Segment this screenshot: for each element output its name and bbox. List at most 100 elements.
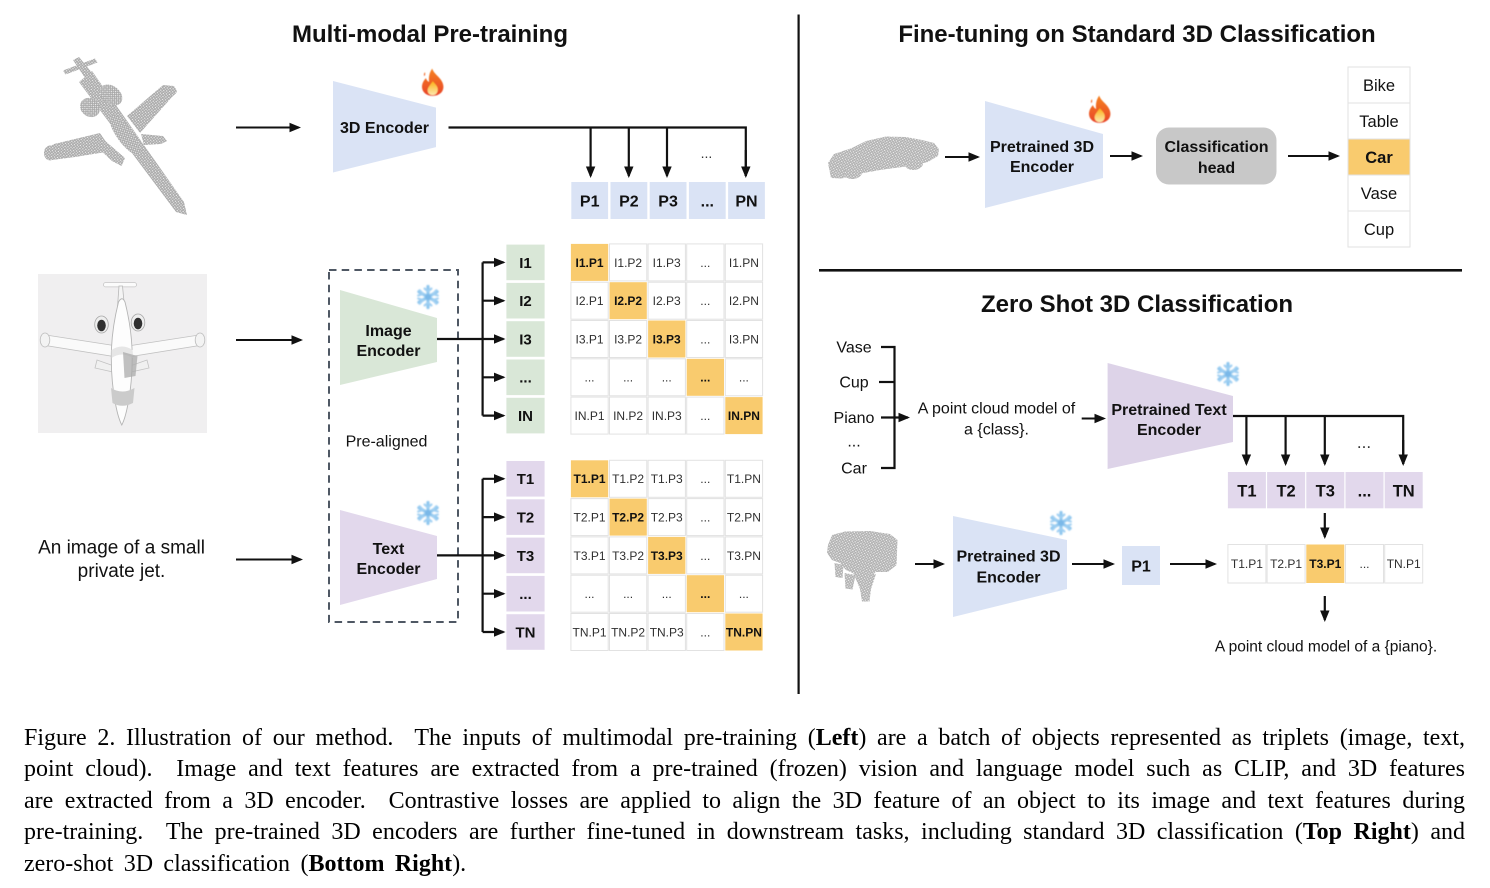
svg-text:T3.P1: T3.P1 — [1309, 557, 1341, 571]
svg-text:...: ... — [700, 256, 710, 270]
svg-text:...: ... — [700, 511, 710, 525]
svg-text:T2.P1: T2.P1 — [1270, 557, 1302, 571]
svg-text:T1.P1: T1.P1 — [573, 472, 605, 486]
svg-text:I2: I2 — [519, 293, 532, 310]
svg-text:...: ... — [519, 370, 532, 387]
svg-text:...: ... — [700, 294, 710, 308]
svg-text:Cup: Cup — [839, 375, 868, 392]
svg-text:...: ... — [1357, 433, 1371, 452]
svg-text:a {class}.: a {class}. — [964, 422, 1029, 439]
svg-text:T1: T1 — [1237, 482, 1256, 500]
svg-text:Image: Image — [365, 323, 411, 340]
svg-text:PN: PN — [735, 194, 757, 211]
svg-text:T1.PN: T1.PN — [727, 472, 761, 486]
svg-text:Encoder: Encoder — [1010, 159, 1074, 176]
svg-text:IN.P2: IN.P2 — [613, 409, 643, 423]
svg-text:Pretrained Text: Pretrained Text — [1111, 402, 1227, 419]
svg-text:T3.P1: T3.P1 — [573, 549, 605, 563]
svg-text:3D Encoder: 3D Encoder — [340, 120, 429, 137]
svg-text:...: ... — [584, 587, 594, 601]
svg-text:Piano: Piano — [834, 410, 875, 427]
svg-text:I2.PN: I2.PN — [729, 294, 759, 308]
svg-text:I3.P2: I3.P2 — [614, 332, 642, 346]
svg-text:...: ... — [700, 332, 710, 346]
svg-text:I3.P3: I3.P3 — [653, 332, 681, 346]
svg-text:Bike: Bike — [1363, 77, 1395, 95]
svg-text:Encoder: Encoder — [356, 561, 420, 578]
svg-text:Multi-modal Pre-training: Multi-modal Pre-training — [292, 21, 568, 48]
svg-text:T2: T2 — [1276, 482, 1295, 500]
svg-text:Pretrained 3D: Pretrained 3D — [956, 549, 1060, 566]
svg-text:Zero Shot 3D Classification: Zero Shot 3D Classification — [981, 291, 1293, 318]
svg-text:T2.P3: T2.P3 — [651, 511, 683, 525]
svg-text:...: ... — [623, 587, 633, 601]
svg-text:I1.P2: I1.P2 — [614, 256, 642, 270]
svg-text:Table: Table — [1359, 113, 1398, 131]
svg-text:...: ... — [584, 371, 594, 385]
svg-text:T3: T3 — [517, 548, 535, 565]
svg-text:T3.PN: T3.PN — [727, 549, 761, 563]
svg-text:Encoder: Encoder — [356, 343, 420, 360]
svg-text:TN.PN: TN.PN — [726, 625, 762, 639]
svg-text:...: ... — [519, 586, 532, 603]
svg-text:IN.P1: IN.P1 — [574, 409, 604, 423]
svg-text:...: ... — [739, 587, 749, 601]
svg-text:I2.P2: I2.P2 — [614, 294, 642, 308]
svg-text:T3.P2: T3.P2 — [612, 549, 644, 563]
svg-text:Pretrained 3D: Pretrained 3D — [990, 139, 1094, 156]
svg-text:T1: T1 — [517, 471, 535, 488]
svg-text:...: ... — [623, 371, 633, 385]
svg-text:head: head — [1198, 160, 1235, 177]
svg-text:T3.P3: T3.P3 — [651, 549, 683, 563]
svg-text:...: ... — [700, 625, 710, 639]
svg-text:IN: IN — [518, 408, 533, 425]
svg-text:I1: I1 — [519, 255, 532, 272]
svg-text:...: ... — [700, 549, 710, 563]
svg-text:I1.PN: I1.PN — [729, 256, 759, 270]
svg-text:I2.P1: I2.P1 — [575, 294, 603, 308]
svg-text:P1: P1 — [580, 194, 600, 211]
svg-text:Text: Text — [373, 541, 405, 558]
svg-text:T3: T3 — [1316, 482, 1335, 500]
svg-text:Vase: Vase — [1361, 185, 1397, 203]
svg-text:I3: I3 — [519, 331, 532, 348]
svg-text:TN.P3: TN.P3 — [650, 625, 684, 639]
svg-text:Pre-aligned: Pre-aligned — [346, 434, 428, 451]
svg-text:Classification: Classification — [1164, 139, 1268, 156]
svg-text:T2.PN: T2.PN — [727, 511, 761, 525]
svg-text:...: ... — [700, 587, 710, 601]
svg-text:Vase: Vase — [836, 340, 871, 357]
svg-text:Fine-tuning on Standard 3D Cla: Fine-tuning on Standard 3D Classificatio… — [898, 21, 1375, 48]
svg-text:T1.P1: T1.P1 — [1231, 557, 1263, 571]
svg-text:...: ... — [701, 194, 714, 211]
svg-text:P3: P3 — [658, 194, 678, 211]
svg-text:I1.P1: I1.P1 — [575, 256, 603, 270]
svg-text:T1.P2: T1.P2 — [612, 472, 644, 486]
svg-text:A point cloud model of: A point cloud model of — [918, 401, 1076, 418]
svg-text:...: ... — [1359, 557, 1369, 571]
svg-text:TN.P2: TN.P2 — [611, 625, 645, 639]
svg-text:TN.P1: TN.P1 — [1387, 557, 1421, 571]
svg-text:I3.PN: I3.PN — [729, 332, 759, 346]
svg-text:...: ... — [662, 587, 672, 601]
svg-text:...: ... — [847, 434, 860, 451]
svg-text:T2.P2: T2.P2 — [612, 511, 644, 525]
svg-text:...: ... — [701, 145, 713, 161]
svg-text:Cup: Cup — [1364, 221, 1394, 239]
svg-text:T2.P1: T2.P1 — [573, 511, 605, 525]
svg-text:T2: T2 — [517, 510, 535, 527]
svg-text:Encoder: Encoder — [976, 570, 1040, 587]
svg-text:Car: Car — [1365, 149, 1393, 167]
svg-text:I3.P1: I3.P1 — [575, 332, 603, 346]
svg-text:A point cloud model of a {pian: A point cloud model of a {piano}. — [1215, 639, 1437, 656]
svg-text:IN.PN: IN.PN — [728, 409, 760, 423]
svg-text:...: ... — [700, 472, 710, 486]
svg-text:P2: P2 — [619, 194, 639, 211]
svg-text:...: ... — [739, 371, 749, 385]
svg-text:IN.P3: IN.P3 — [652, 409, 682, 423]
svg-text:...: ... — [700, 409, 710, 423]
svg-text:I1.P3: I1.P3 — [653, 256, 681, 270]
svg-text:...: ... — [662, 371, 672, 385]
svg-text:...: ... — [1358, 482, 1372, 500]
svg-text:I2.P3: I2.P3 — [653, 294, 681, 308]
